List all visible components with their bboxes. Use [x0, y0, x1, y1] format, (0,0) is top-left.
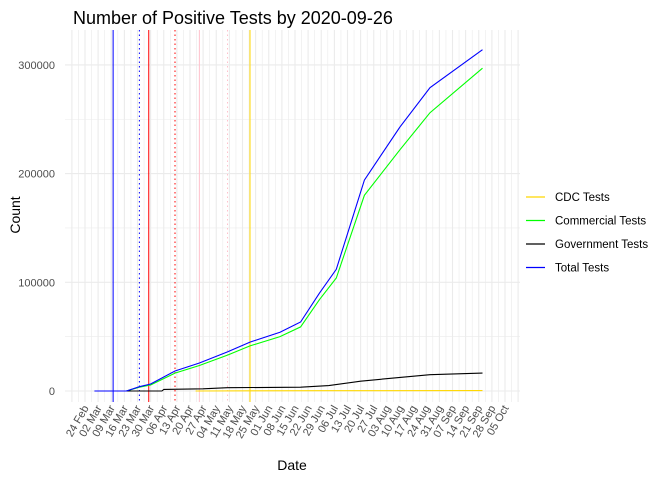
- y-axis-ticks: 0 100000 200000 300000: [18, 60, 55, 398]
- y-tick-label: 300000: [18, 60, 55, 72]
- legend-label: Government Tests: [555, 239, 648, 251]
- legend-label: Total Tests: [555, 263, 609, 275]
- legend: CDC Tests Commercial Tests Government Test…: [526, 192, 648, 275]
- series-line-commercial-tests: [113, 68, 482, 391]
- legend-label: Commercial Tests: [555, 216, 646, 228]
- series-line-government-tests: [126, 373, 482, 391]
- y-tick-label: 0: [49, 386, 55, 398]
- y-tick-label: 200000: [18, 169, 55, 181]
- y-tick-label: 100000: [18, 277, 55, 289]
- x-axis-label: Date: [277, 457, 307, 473]
- legend-label: CDC Tests: [555, 192, 610, 204]
- grid: [65, 30, 520, 402]
- chart-title: Number of Positive Tests by 2020-09-26: [73, 8, 393, 28]
- y-axis-label: Count: [7, 196, 23, 233]
